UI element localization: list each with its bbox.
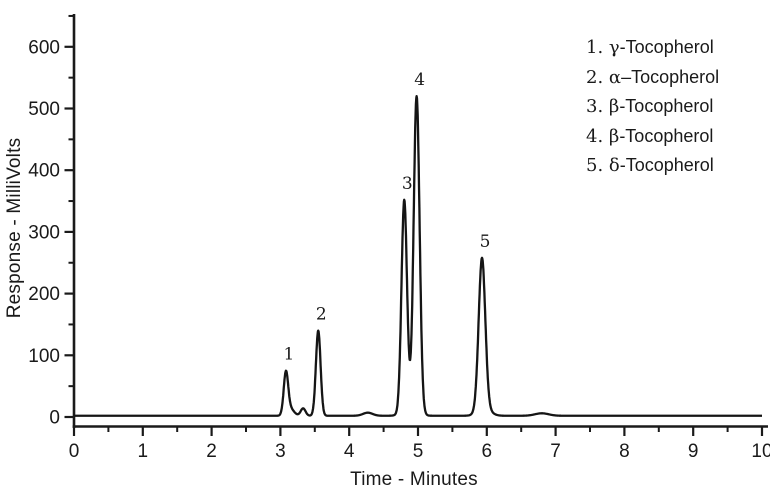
y-tick-label: 200: [28, 284, 60, 305]
x-tick-label: 2: [206, 441, 217, 462]
legend-item-5: 5. δ-Tocopherol: [586, 151, 719, 181]
greek-letter: γ: [608, 37, 620, 58]
x-tick-label: 6: [482, 441, 493, 462]
greek-letter: β: [608, 125, 620, 147]
legend-item-3: 3. β-Tocopherol: [586, 92, 719, 122]
x-tick-label: 10: [751, 441, 770, 462]
chromatogram-trace: [73, 95, 763, 417]
peak-label-1: 1: [283, 345, 294, 365]
legend-number: 1.: [586, 37, 609, 58]
legend-compound: -Tocopherol: [619, 96, 714, 116]
y-axis-title: Response - MilliVolts: [4, 137, 25, 319]
greek-letter: δ: [608, 155, 620, 176]
peak-label-5: 5: [480, 232, 491, 252]
legend-item-2: 2. α–Tocopherol: [586, 63, 719, 93]
peak-label-2: 2: [316, 305, 327, 325]
x-tick-label: 3: [275, 441, 286, 462]
x-tick-label: 4: [344, 441, 355, 462]
legend-compound: –Tocopherol: [621, 66, 720, 87]
legend-compound: -Tocopherol: [619, 125, 714, 146]
legend-item-4: 4. β-Tocopherol: [586, 122, 719, 152]
x-tick-label: 9: [688, 441, 699, 462]
x-tick-label: 5: [413, 441, 424, 462]
legend-compound: -Tocopherol: [619, 37, 714, 57]
legend-number: 3.: [586, 96, 609, 117]
x-tick-label: 0: [69, 441, 80, 462]
peak-label-4: 4: [414, 70, 425, 90]
y-tick-label: 600: [28, 37, 60, 58]
x-axis-title: Time - Minutes: [350, 469, 478, 490]
x-tick-label: 7: [550, 441, 561, 462]
peak-label-3: 3: [402, 174, 413, 194]
legend-compound: -Tocopherol: [619, 155, 714, 175]
x-tick-label: 8: [619, 441, 630, 462]
legend-number: 4.: [586, 125, 609, 147]
y-tick-label: 400: [28, 161, 60, 182]
peak-legend: 1. γ-Tocopherol 2. α–Tocopherol 3. β-Toc…: [586, 33, 719, 181]
x-tick-label: 1: [138, 441, 149, 462]
greek-letter: α: [608, 66, 622, 88]
y-tick-label: 0: [49, 408, 60, 429]
y-tick-label: 500: [28, 99, 60, 120]
legend-item-1: 1. γ-Tocopherol: [586, 33, 719, 63]
y-tick-label: 100: [28, 346, 60, 367]
y-tick-label: 300: [28, 222, 60, 243]
greek-letter: β: [608, 96, 620, 117]
legend-number: 5.: [586, 155, 609, 176]
legend-number: 2.: [586, 66, 609, 88]
